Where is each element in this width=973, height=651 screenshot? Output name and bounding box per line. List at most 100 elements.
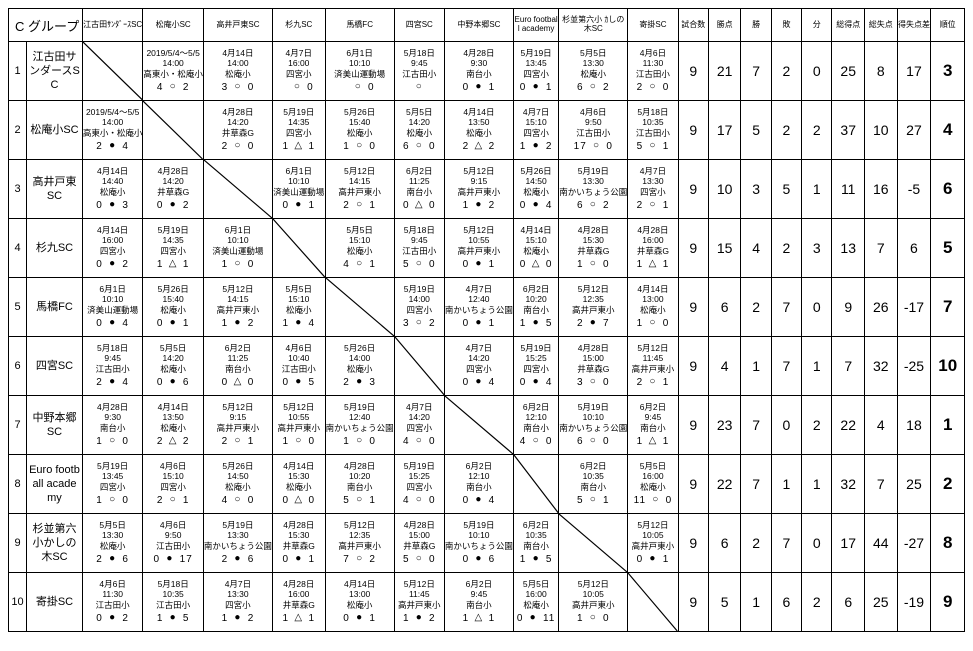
match-cell: 5月12日10:55高井戸東小1 ○ 0 bbox=[272, 396, 325, 455]
match-cell: 4月7日14:20四宮小4 ○ 0 bbox=[394, 396, 444, 455]
match-time: 10:55 bbox=[273, 412, 325, 423]
stat-w: 3 bbox=[741, 160, 771, 219]
diagonal-cell bbox=[444, 396, 513, 455]
match-cell: 6月2日10:35南台小5 ○ 1 bbox=[559, 455, 628, 514]
match-cell: 5月12日10:55高井戸東小0 ● 1 bbox=[444, 219, 513, 278]
match-date: 4月14日 bbox=[204, 48, 272, 59]
match-time: 16:00 bbox=[514, 589, 558, 600]
stat-gp: 9 bbox=[678, 396, 708, 455]
match-cell: 5月19日12:40南かいちょう公園1 ○ 0 bbox=[325, 396, 394, 455]
match-score: 4 ○ 0 bbox=[204, 494, 272, 507]
match-cell: 4月14日16:00四宮小0 ● 2 bbox=[82, 219, 143, 278]
match-venue: 四宮小 bbox=[273, 128, 325, 139]
match-score: 6 ○ 0 bbox=[559, 435, 627, 448]
match-cell: 6月2日10:35南台小1 ● 5 bbox=[513, 514, 558, 573]
match-venue: 高井戸東小 bbox=[273, 423, 325, 434]
stat-d: 0 bbox=[802, 514, 832, 573]
match-cell: 6月1日10:10済美山運動場1 ○ 0 bbox=[203, 219, 272, 278]
match-date: 4月14日 bbox=[143, 402, 203, 413]
match-score: 4 ○ 2 bbox=[143, 81, 203, 94]
stat-l: 1 bbox=[771, 455, 801, 514]
match-venue: 済美山運動場 bbox=[83, 305, 143, 316]
match-venue: 松庵小 bbox=[143, 305, 203, 316]
match-venue: 松庵小 bbox=[395, 128, 444, 139]
match-cell: 4月14日13:00松庵小1 ○ 0 bbox=[628, 278, 678, 337]
match-time: 11:25 bbox=[204, 353, 272, 364]
match-time: 15:00 bbox=[559, 353, 627, 364]
match-cell: 2019/5/4～5/514:00高東小・松庵小2 ● 4 bbox=[82, 101, 143, 160]
match-cell: 5月19日14:35四宮小1 △ 1 bbox=[143, 219, 204, 278]
match-cell: 4月6日11:30江古田小2 ○ 0 bbox=[628, 42, 678, 101]
stat-d: 1 bbox=[802, 455, 832, 514]
match-score: 2 ● 4 bbox=[83, 376, 143, 389]
match-score: 5 ○ 0 bbox=[395, 553, 444, 566]
match-date: 5月12日 bbox=[326, 520, 394, 531]
diagonal-cell bbox=[143, 101, 204, 160]
row-index: 4 bbox=[9, 219, 27, 278]
stat-gf: 13 bbox=[832, 219, 865, 278]
match-venue: 高井戸東小 bbox=[445, 187, 513, 198]
match-score: 1 △ 1 bbox=[628, 435, 677, 448]
match-date: 6月1日 bbox=[326, 48, 394, 59]
table-row: 1江古田サンダースSC2019/5/4～5/514:00高東小・松庵小4 ○ 2… bbox=[9, 42, 965, 101]
match-time: 13:45 bbox=[83, 471, 143, 482]
match-venue: 高東小・松庵小 bbox=[83, 128, 143, 139]
match-date: 5月18日 bbox=[83, 343, 143, 354]
match-date: 5月19日 bbox=[326, 402, 394, 413]
match-venue: 松庵小 bbox=[628, 482, 677, 493]
match-cell: 4月6日9:50江古田小17 ○ 0 bbox=[559, 101, 628, 160]
match-date: 5月5日 bbox=[83, 520, 143, 531]
match-time: 14:00 bbox=[83, 117, 143, 128]
match-cell: 5月12日10:05高井戸東小0 ● 1 bbox=[628, 514, 678, 573]
match-time: 15:10 bbox=[273, 294, 325, 305]
stat-gd: 18 bbox=[897, 396, 931, 455]
match-date: 6月2日 bbox=[559, 461, 627, 472]
match-date: 4月7日 bbox=[628, 166, 677, 177]
match-cell: 5月19日14:00四宮小3 ○ 2 bbox=[394, 278, 444, 337]
match-time: 13:30 bbox=[628, 176, 677, 187]
match-score: 4 ○ 0 bbox=[395, 494, 444, 507]
match-venue: 江古田小 bbox=[143, 541, 203, 552]
match-score: 3 ○ 2 bbox=[395, 317, 444, 330]
match-time: 14:15 bbox=[326, 176, 394, 187]
match-cell: 4月28日14:20井草森G0 ● 2 bbox=[143, 160, 204, 219]
match-date: 2019/5/4～5/5 bbox=[143, 48, 203, 59]
match-cell: 5月12日11:45高井戸東小2 ○ 1 bbox=[628, 337, 678, 396]
col-stat: 順位 bbox=[931, 9, 965, 42]
diagonal-cell bbox=[325, 278, 394, 337]
match-date: 5月26日 bbox=[143, 284, 203, 295]
match-cell: 5月5日16:00松庵小11 ○ 0 bbox=[628, 455, 678, 514]
match-venue: 松庵小 bbox=[326, 600, 394, 611]
match-time: 13:00 bbox=[628, 294, 677, 305]
row-index: 3 bbox=[9, 160, 27, 219]
match-date: 6月2日 bbox=[514, 520, 558, 531]
match-date: 5月12日 bbox=[204, 284, 272, 295]
stat-ga: 25 bbox=[864, 573, 897, 632]
match-time: 12:40 bbox=[445, 294, 513, 305]
match-time: 14:20 bbox=[445, 353, 513, 364]
match-venue: 南台小 bbox=[628, 423, 677, 434]
match-cell: 5月5日15:10松庵小4 ○ 1 bbox=[325, 219, 394, 278]
group-title: C グループ bbox=[9, 9, 83, 42]
match-score: 2 ○ 0 bbox=[628, 81, 677, 94]
stat-gp: 9 bbox=[678, 278, 708, 337]
stat-rank: 9 bbox=[931, 573, 965, 632]
match-cell: 4月28日9:30南台小0 ● 1 bbox=[444, 42, 513, 101]
diagonal-cell bbox=[82, 42, 143, 101]
match-score: 0 ● 1 bbox=[445, 258, 513, 271]
match-date: 5月19日 bbox=[395, 461, 444, 472]
match-score: 1 ● 4 bbox=[273, 317, 325, 330]
match-score: 5 ○ 0 bbox=[395, 258, 444, 271]
match-cell: 4月14日13:50松庵小2 △ 2 bbox=[143, 396, 204, 455]
match-cell: 5月19日14:35四宮小1 △ 1 bbox=[272, 101, 325, 160]
stat-pts: 21 bbox=[708, 42, 741, 101]
match-cell: 5月18日9:45江古田小2 ● 4 bbox=[82, 337, 143, 396]
match-date: 4月7日 bbox=[395, 402, 444, 413]
row-team-name: 杉九SC bbox=[27, 219, 83, 278]
match-cell: 5月12日9:15高井戸東小2 ○ 1 bbox=[203, 396, 272, 455]
match-time: 13:30 bbox=[83, 530, 143, 541]
match-score: 1 ● 2 bbox=[395, 612, 444, 625]
match-score: 1 △ 1 bbox=[273, 612, 325, 625]
match-score: 0 ● 4 bbox=[83, 317, 143, 330]
match-cell: 4月7日12:40南かいちょう公園0 ● 1 bbox=[444, 278, 513, 337]
